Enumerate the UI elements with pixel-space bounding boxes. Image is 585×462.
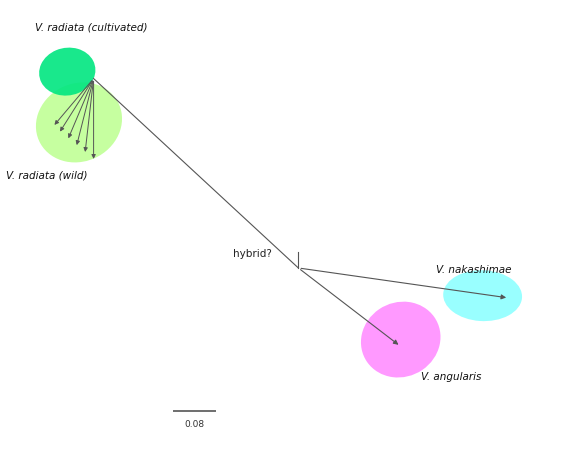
Text: V. nakashimae: V. nakashimae	[436, 265, 511, 275]
Ellipse shape	[443, 270, 522, 321]
Text: V. radiata (cultivated): V. radiata (cultivated)	[35, 23, 147, 33]
Text: hybrid?: hybrid?	[233, 249, 272, 259]
Text: 0.08: 0.08	[184, 420, 205, 429]
Ellipse shape	[39, 48, 95, 96]
Ellipse shape	[361, 302, 441, 377]
Ellipse shape	[36, 82, 122, 163]
Text: V. angularis: V. angularis	[421, 371, 481, 382]
Text: V. radiata (wild): V. radiata (wild)	[6, 170, 87, 181]
